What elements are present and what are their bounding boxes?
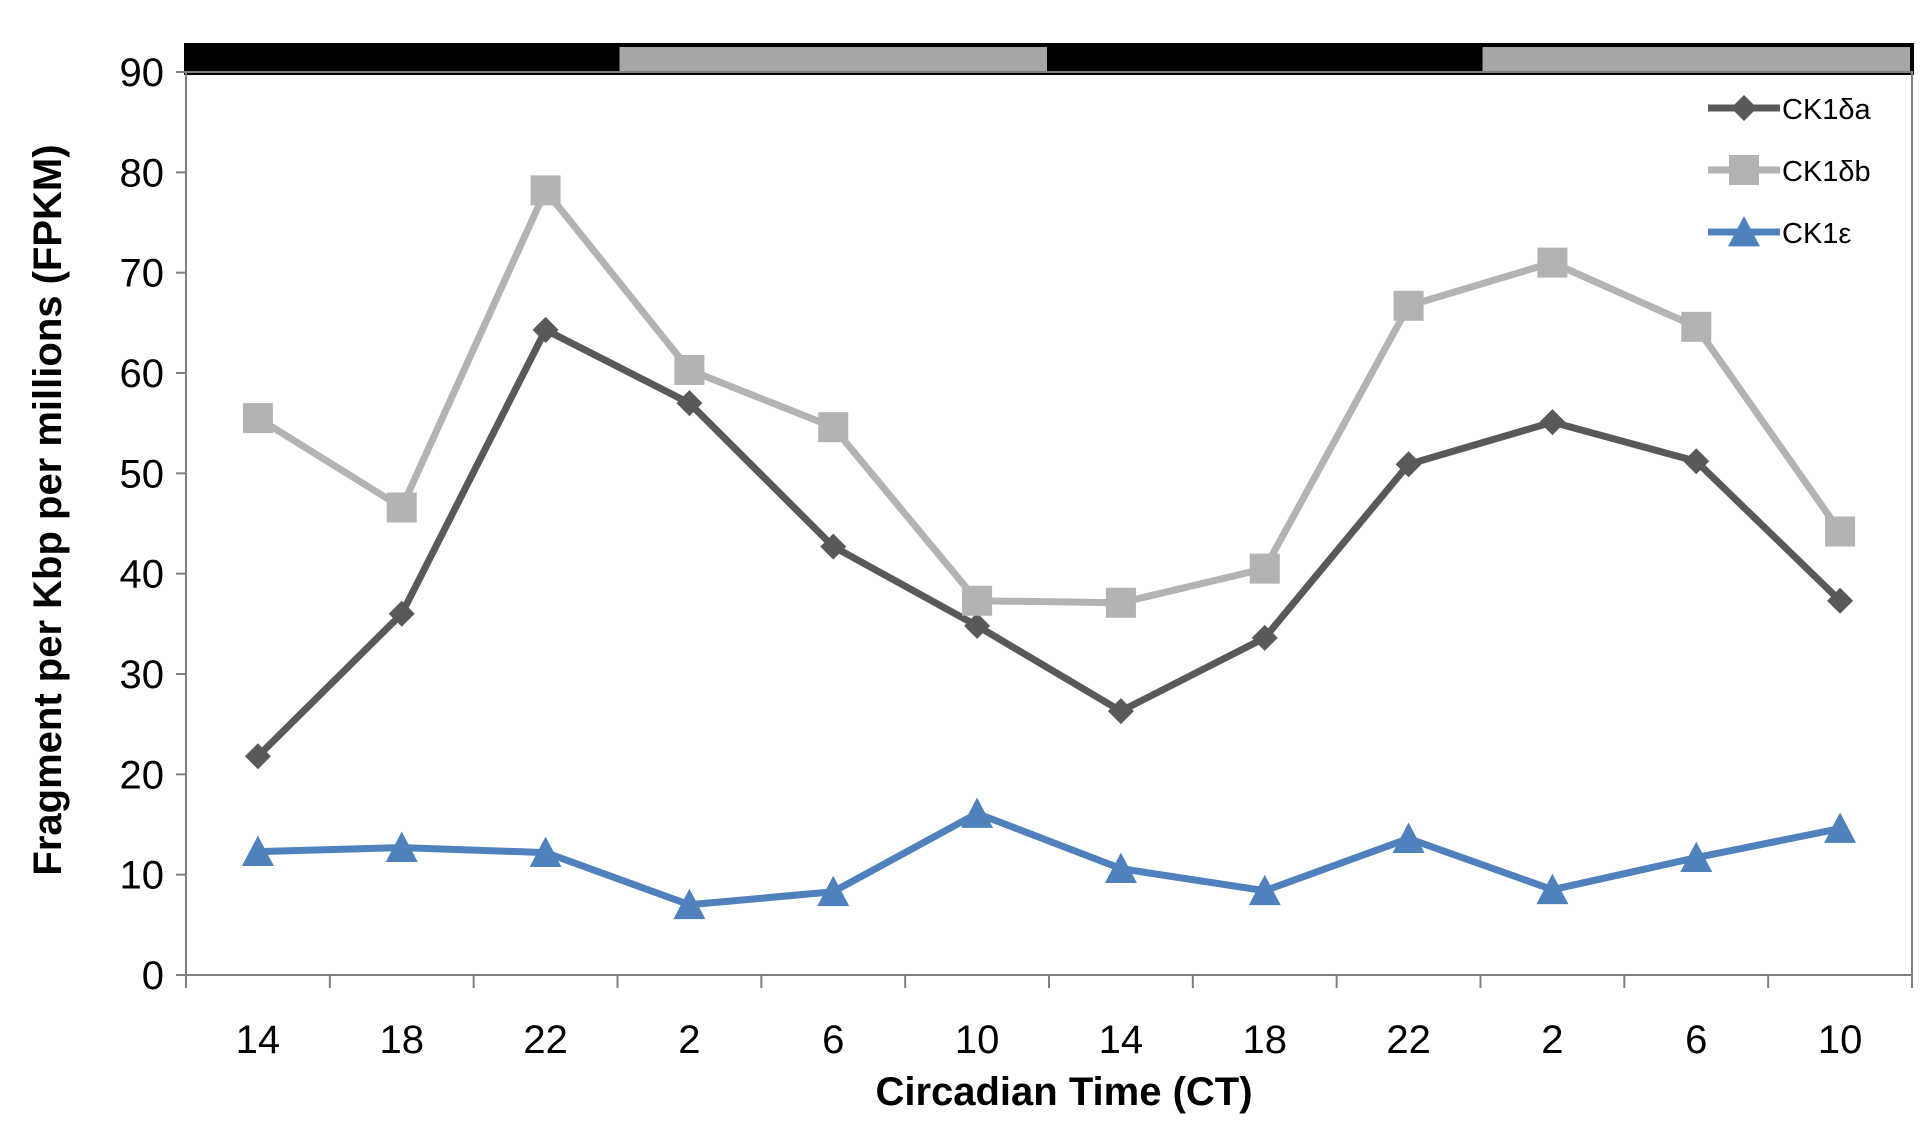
- y-tick-label: 40: [120, 553, 165, 597]
- x-tick-label: 18: [380, 1018, 425, 1062]
- x-tick-label: 6: [822, 1018, 844, 1062]
- data-point: [1105, 587, 1136, 618]
- legend-item: CK1ε: [1708, 216, 1851, 250]
- data-point: [241, 835, 274, 866]
- x-tick-label: 6: [1685, 1018, 1707, 1062]
- data-point: [962, 585, 993, 616]
- x-tick-label: 2: [678, 1018, 700, 1062]
- data-point: [385, 831, 418, 862]
- legend-item: CK1δb: [1708, 155, 1871, 188]
- data-point: [1392, 822, 1425, 853]
- y-tick-label: 20: [120, 753, 165, 797]
- data-point: [1107, 698, 1134, 725]
- data-point: [818, 412, 849, 443]
- x-tick-label: 14: [1099, 1018, 1144, 1062]
- data-point: [676, 390, 703, 417]
- x-tick-label: 14: [236, 1018, 281, 1062]
- data-point: [532, 316, 559, 343]
- light-dark-segment-light: [615, 43, 1051, 75]
- data-point: [1104, 852, 1137, 884]
- legend-marker: [1729, 155, 1759, 185]
- data-point: [1395, 451, 1422, 478]
- data-point: [1536, 873, 1569, 905]
- series-2: [242, 175, 1856, 618]
- x-tick-label: 18: [1243, 1018, 1288, 1062]
- data-point: [1393, 290, 1424, 321]
- y-tick-label: 50: [120, 452, 165, 496]
- series-layer: [241, 175, 1857, 920]
- light-dark-bar: [184, 43, 1914, 75]
- x-tick-label: 22: [523, 1018, 568, 1062]
- x-axis: 14 18 22 2 6 10 14 18 22 2 6 10: [185, 975, 1913, 1062]
- data-point: [964, 612, 991, 639]
- light-dark-segment-dark: [184, 43, 620, 75]
- data-point: [1249, 553, 1280, 584]
- series-line: [254, 186, 1844, 607]
- data-point: [386, 492, 417, 523]
- data-point: [820, 533, 847, 560]
- y-tick-label: 80: [120, 151, 165, 195]
- data-point: [961, 797, 994, 828]
- y-tick-label: 70: [120, 252, 165, 296]
- y-tick-label: 90: [120, 51, 165, 95]
- x-tick-label: 22: [1386, 1018, 1431, 1062]
- data-point: [673, 888, 706, 920]
- x-tick-label: 10: [1818, 1018, 1863, 1062]
- series-3: [241, 797, 1857, 920]
- data-point: [529, 836, 562, 867]
- y-tick-label: 0: [142, 954, 164, 998]
- data-point: [1824, 812, 1857, 843]
- legend-label: CK1δb: [1782, 156, 1871, 188]
- series-line: [254, 326, 1844, 760]
- data-point: [1681, 311, 1712, 342]
- light-dark-segment-light: [1478, 43, 1914, 75]
- x-tick-label: 2: [1541, 1018, 1563, 1062]
- data-point: [1539, 409, 1566, 436]
- data-point: [817, 875, 850, 907]
- series-line: [254, 809, 1844, 909]
- data-point: [674, 354, 705, 385]
- legend-item: CK1δa: [1708, 94, 1872, 126]
- y-tick-label: 30: [120, 653, 165, 697]
- y-tick-label: 10: [120, 854, 165, 898]
- data-point: [1537, 247, 1568, 278]
- y-axis-title: Fragment per Kbp per millions (FPKM): [26, 144, 70, 875]
- light-dark-segment-dark: [1047, 43, 1483, 75]
- y-tick-label: 60: [120, 352, 165, 396]
- data-point: [1827, 587, 1854, 614]
- legend: CK1δa CK1δb CK1ε: [1708, 94, 1872, 250]
- y-axis: 0 10 20 30 40 50 60 70 80 90: [120, 51, 186, 998]
- series-1: [244, 316, 1854, 770]
- data-point: [1825, 516, 1856, 547]
- data-point: [388, 600, 415, 627]
- data-point: [1683, 448, 1710, 475]
- data-point: [242, 403, 273, 434]
- legend-marker: [1728, 216, 1760, 247]
- data-point: [530, 175, 561, 206]
- legend-marker: [1731, 95, 1757, 121]
- legend-label: CK1δa: [1782, 94, 1872, 126]
- data-point: [244, 743, 271, 770]
- data-point: [1248, 874, 1281, 906]
- legend-label: CK1ε: [1782, 218, 1851, 250]
- data-point: [1251, 624, 1278, 651]
- x-tick-label: 10: [955, 1018, 1000, 1062]
- data-point: [1680, 841, 1713, 873]
- x-axis-title: Circadian Time (CT): [875, 1070, 1252, 1114]
